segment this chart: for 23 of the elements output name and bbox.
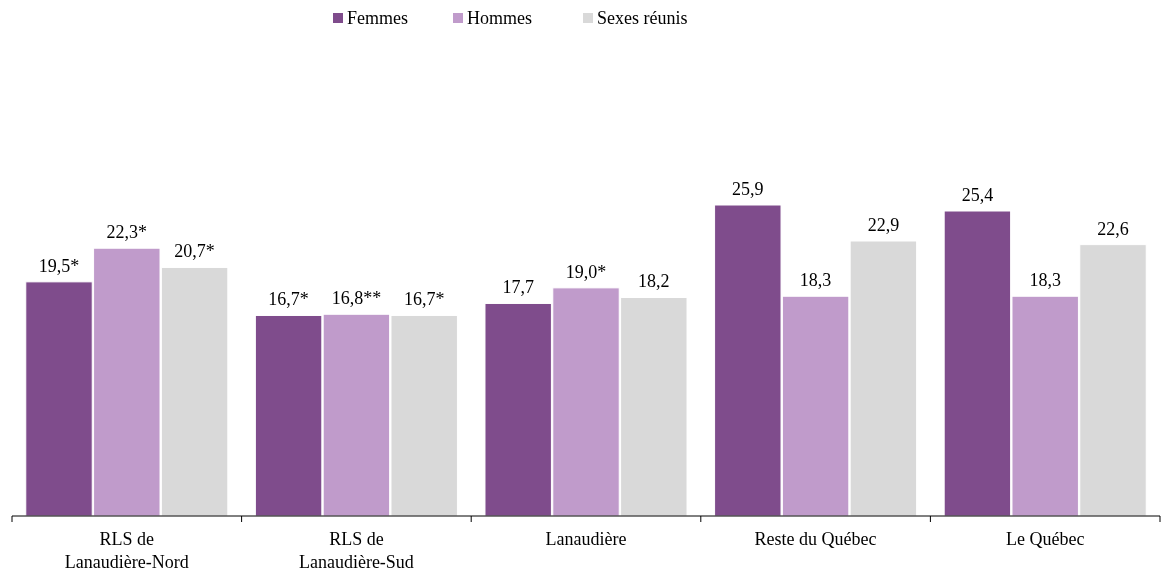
legend-label: Femmes	[347, 8, 408, 28]
data-label: 22,3*	[106, 222, 148, 243]
data-label: 16,7*	[403, 289, 445, 310]
data-label: 18,2	[638, 271, 670, 292]
data-label: 16,7*	[268, 289, 309, 310]
data-label: 17,7	[502, 277, 534, 298]
x-tick-label: Reste du Québec	[754, 529, 877, 549]
legend-label: Sexes réunis	[597, 8, 688, 28]
data-label: 22,9	[867, 215, 900, 236]
data-label: 19,0*	[565, 261, 607, 282]
data-label: 18,3	[1029, 270, 1061, 291]
data-label: 19,5*	[38, 255, 80, 276]
data-label: 25,9	[732, 179, 764, 199]
x-tick-label: Le Québec	[1005, 529, 1085, 549]
data-label: 16,8**	[331, 288, 382, 309]
legend-label: Hommes	[467, 8, 532, 28]
x-tick-label: Lanaudière	[545, 529, 627, 549]
data-label: 22,6	[1097, 218, 1129, 239]
data-label: 20,7*	[174, 241, 215, 262]
x-tick-label: RLS de Lanaudière-Nord	[64, 529, 189, 572]
x-tick-label: RLS de Lanaudière-Sud	[298, 529, 414, 572]
data-label: 25,4	[961, 185, 994, 205]
data-label: 18,3	[799, 270, 832, 291]
